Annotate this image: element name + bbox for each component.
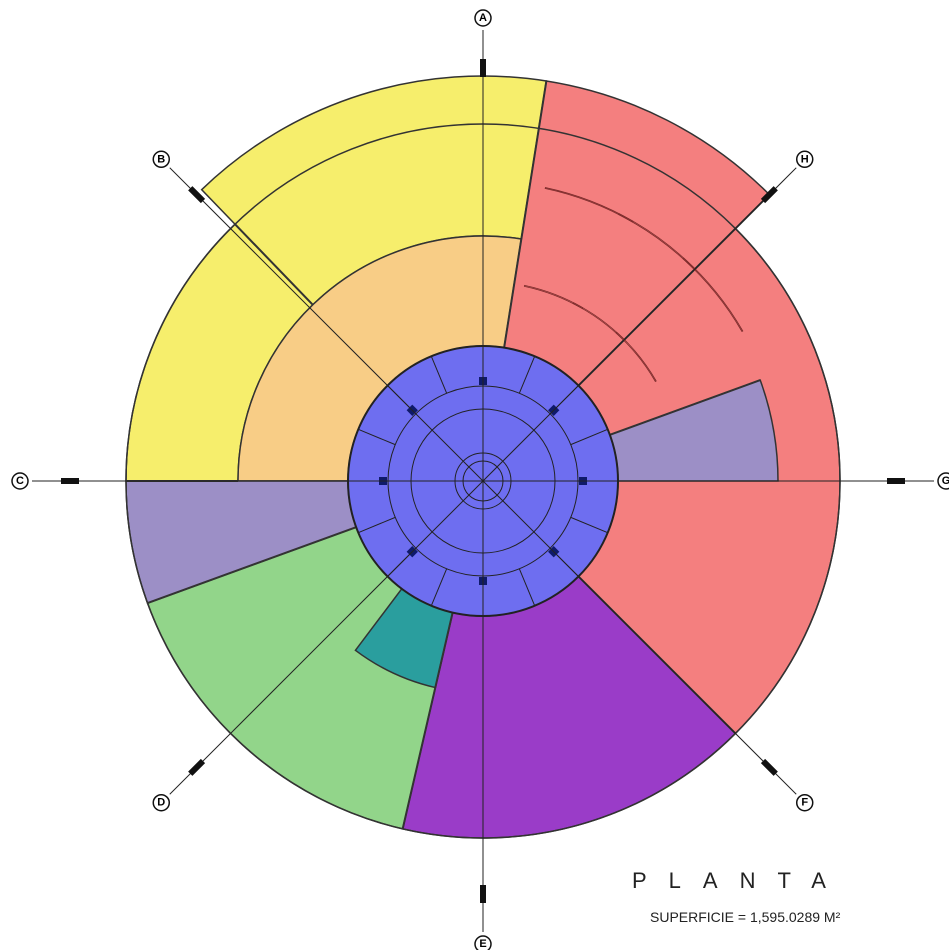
axes: A H G F E D C B [11, 9, 949, 950]
axis-label: F [801, 797, 808, 809]
axis-bubble [474, 9, 492, 27]
axis-label: G [942, 475, 949, 487]
axis-marker [480, 885, 486, 903]
core-wall [358, 516, 396, 534]
axis-marker [61, 478, 79, 484]
axis-marker [760, 186, 778, 204]
plan-title: PLANTA A [632, 868, 949, 893]
core-wall [518, 356, 536, 394]
axis-label: E [479, 938, 486, 950]
axis-label: H [801, 153, 809, 165]
axis-line [482, 480, 797, 795]
axis-label: C [16, 475, 24, 487]
axis-line [169, 167, 484, 482]
core-wall [570, 428, 608, 446]
axis-marker [887, 478, 905, 484]
axis-marker [480, 59, 486, 77]
wall [682, 257, 744, 333]
wall [234, 223, 314, 306]
core-wall [358, 428, 396, 446]
axis-line [169, 480, 484, 795]
wall [503, 80, 548, 348]
plan-area: SUPERFICIE = 1,595.0289 M² [650, 909, 841, 925]
core-wall [430, 356, 448, 394]
axis-bubble [11, 472, 29, 490]
axis-bubble [152, 793, 171, 812]
core-wall [430, 568, 448, 606]
axis-bubble [795, 793, 814, 812]
axis-bubble [795, 150, 814, 169]
axis-bubble [937, 472, 949, 490]
core-wall [570, 516, 608, 534]
axis-bubble [152, 150, 171, 169]
axis-marker [760, 758, 778, 776]
wall [147, 526, 357, 605]
axis-label: D [157, 797, 165, 809]
wall [401, 612, 454, 830]
wall [609, 379, 761, 436]
core-wall [518, 568, 536, 606]
axis-line [482, 167, 797, 482]
axis-label: A [479, 12, 487, 24]
axis-label: B [157, 153, 165, 165]
axis-marker [188, 758, 206, 776]
axis-bubble [474, 935, 492, 950]
axis-marker [188, 186, 206, 204]
